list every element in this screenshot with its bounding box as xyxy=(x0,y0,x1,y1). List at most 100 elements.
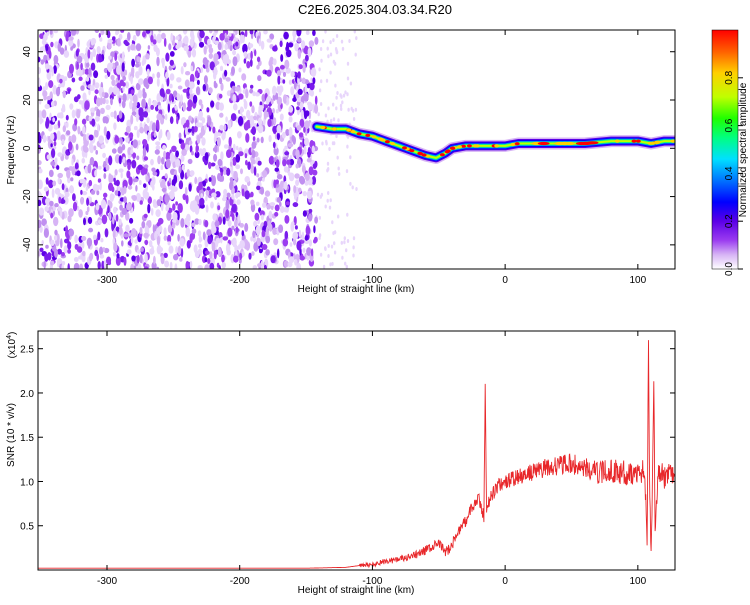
noise-speck xyxy=(53,65,57,74)
noise-speck xyxy=(332,38,335,43)
y-multiplier-text: (x10 xyxy=(7,338,18,358)
noise-speck xyxy=(172,186,178,192)
noise-speck xyxy=(116,253,120,259)
noise-speck xyxy=(259,210,265,217)
noise-speck xyxy=(258,38,262,47)
noise-speck xyxy=(336,91,339,95)
noise-speck xyxy=(245,88,249,99)
x-tick-label: 0 xyxy=(502,576,508,587)
noise-speck xyxy=(298,64,303,70)
noise-speck xyxy=(272,227,277,235)
noise-speck xyxy=(115,214,119,222)
noise-speck xyxy=(112,251,117,257)
noise-speck xyxy=(138,180,142,185)
noise-speck xyxy=(330,244,334,249)
noise-speck xyxy=(87,163,92,174)
noise-speck xyxy=(130,43,136,51)
noise-speck xyxy=(203,45,207,55)
noise-speck xyxy=(177,234,180,242)
noise-speck xyxy=(71,109,76,119)
noise-speck xyxy=(185,126,188,136)
noise-speck xyxy=(134,239,138,244)
noise-speck xyxy=(67,241,72,250)
noise-speck xyxy=(245,159,248,166)
noise-speck xyxy=(96,108,101,118)
noise-speck xyxy=(301,231,305,241)
noise-speck xyxy=(285,67,291,74)
noise-speck xyxy=(169,59,174,66)
noise-speck xyxy=(180,248,184,258)
noise-speck xyxy=(276,197,282,203)
noise-speck xyxy=(292,136,296,145)
noise-speck xyxy=(317,112,320,117)
noise-speck xyxy=(101,144,106,149)
noise-speck xyxy=(38,190,42,201)
noise-speck xyxy=(301,77,306,84)
noise-speck xyxy=(115,256,121,266)
noise-speck xyxy=(283,180,288,191)
noise-speck xyxy=(115,226,120,233)
noise-speck xyxy=(270,255,276,264)
noise-speck xyxy=(41,39,47,45)
noise-speck xyxy=(249,58,253,67)
noise-speck xyxy=(121,207,128,215)
noise-speck xyxy=(143,142,147,149)
noise-speck xyxy=(180,142,186,150)
noise-speck xyxy=(277,248,280,259)
noise-speck xyxy=(161,32,166,40)
noise-speck xyxy=(217,173,221,182)
noise-speck xyxy=(53,30,59,34)
noise-speck xyxy=(100,107,105,115)
noise-speck xyxy=(250,84,254,89)
noise-speck xyxy=(224,37,229,43)
noise-speck xyxy=(180,154,185,162)
noise-speck xyxy=(175,35,180,41)
noise-speck xyxy=(43,186,49,192)
noise-speck xyxy=(169,51,175,57)
noise-speck xyxy=(185,226,191,237)
noise-speck xyxy=(141,60,145,66)
noise-speck xyxy=(327,167,330,171)
noise-speck xyxy=(156,235,161,246)
noise-speck xyxy=(51,188,55,198)
noise-speck xyxy=(90,62,96,71)
noise-speck xyxy=(89,253,93,262)
trace-hotspot xyxy=(425,154,431,158)
noise-speck xyxy=(260,136,264,144)
noise-speck xyxy=(202,57,208,66)
noise-speck xyxy=(76,170,81,177)
noise-speck xyxy=(140,247,145,252)
noise-speck xyxy=(131,159,137,169)
noise-speck xyxy=(44,103,50,109)
noise-speck xyxy=(99,37,103,42)
noise-speck xyxy=(355,187,358,191)
noise-speck xyxy=(160,164,164,171)
noise-speck xyxy=(211,241,216,252)
noise-speck xyxy=(182,193,187,200)
noise-speck xyxy=(131,195,136,200)
noise-speck xyxy=(38,110,43,118)
noise-speck xyxy=(110,111,115,118)
noise-speck xyxy=(39,99,42,105)
noise-speck xyxy=(341,255,344,260)
noise-speck xyxy=(174,105,178,111)
noise-speck xyxy=(54,229,58,236)
noise-speck xyxy=(354,52,357,57)
noise-speck xyxy=(101,260,105,269)
noise-speck xyxy=(104,74,109,79)
noise-speck xyxy=(276,132,280,141)
noise-speck xyxy=(139,254,143,264)
noise-speck xyxy=(103,259,107,269)
noise-speck xyxy=(148,134,151,139)
noise-speck xyxy=(139,200,143,205)
noise-speck xyxy=(80,189,83,195)
bottom-y-axis-label: SNR (10 * v/v) xyxy=(6,403,17,467)
noise-speck xyxy=(319,102,323,106)
noise-speck xyxy=(175,158,181,168)
noise-speck xyxy=(230,113,237,122)
noise-speck xyxy=(256,56,261,63)
noise-speck xyxy=(72,193,76,202)
noise-speck xyxy=(333,141,336,146)
noise-speck xyxy=(65,130,71,136)
chart-title: C2E6.2025.304.03.34.R20 xyxy=(298,2,452,17)
